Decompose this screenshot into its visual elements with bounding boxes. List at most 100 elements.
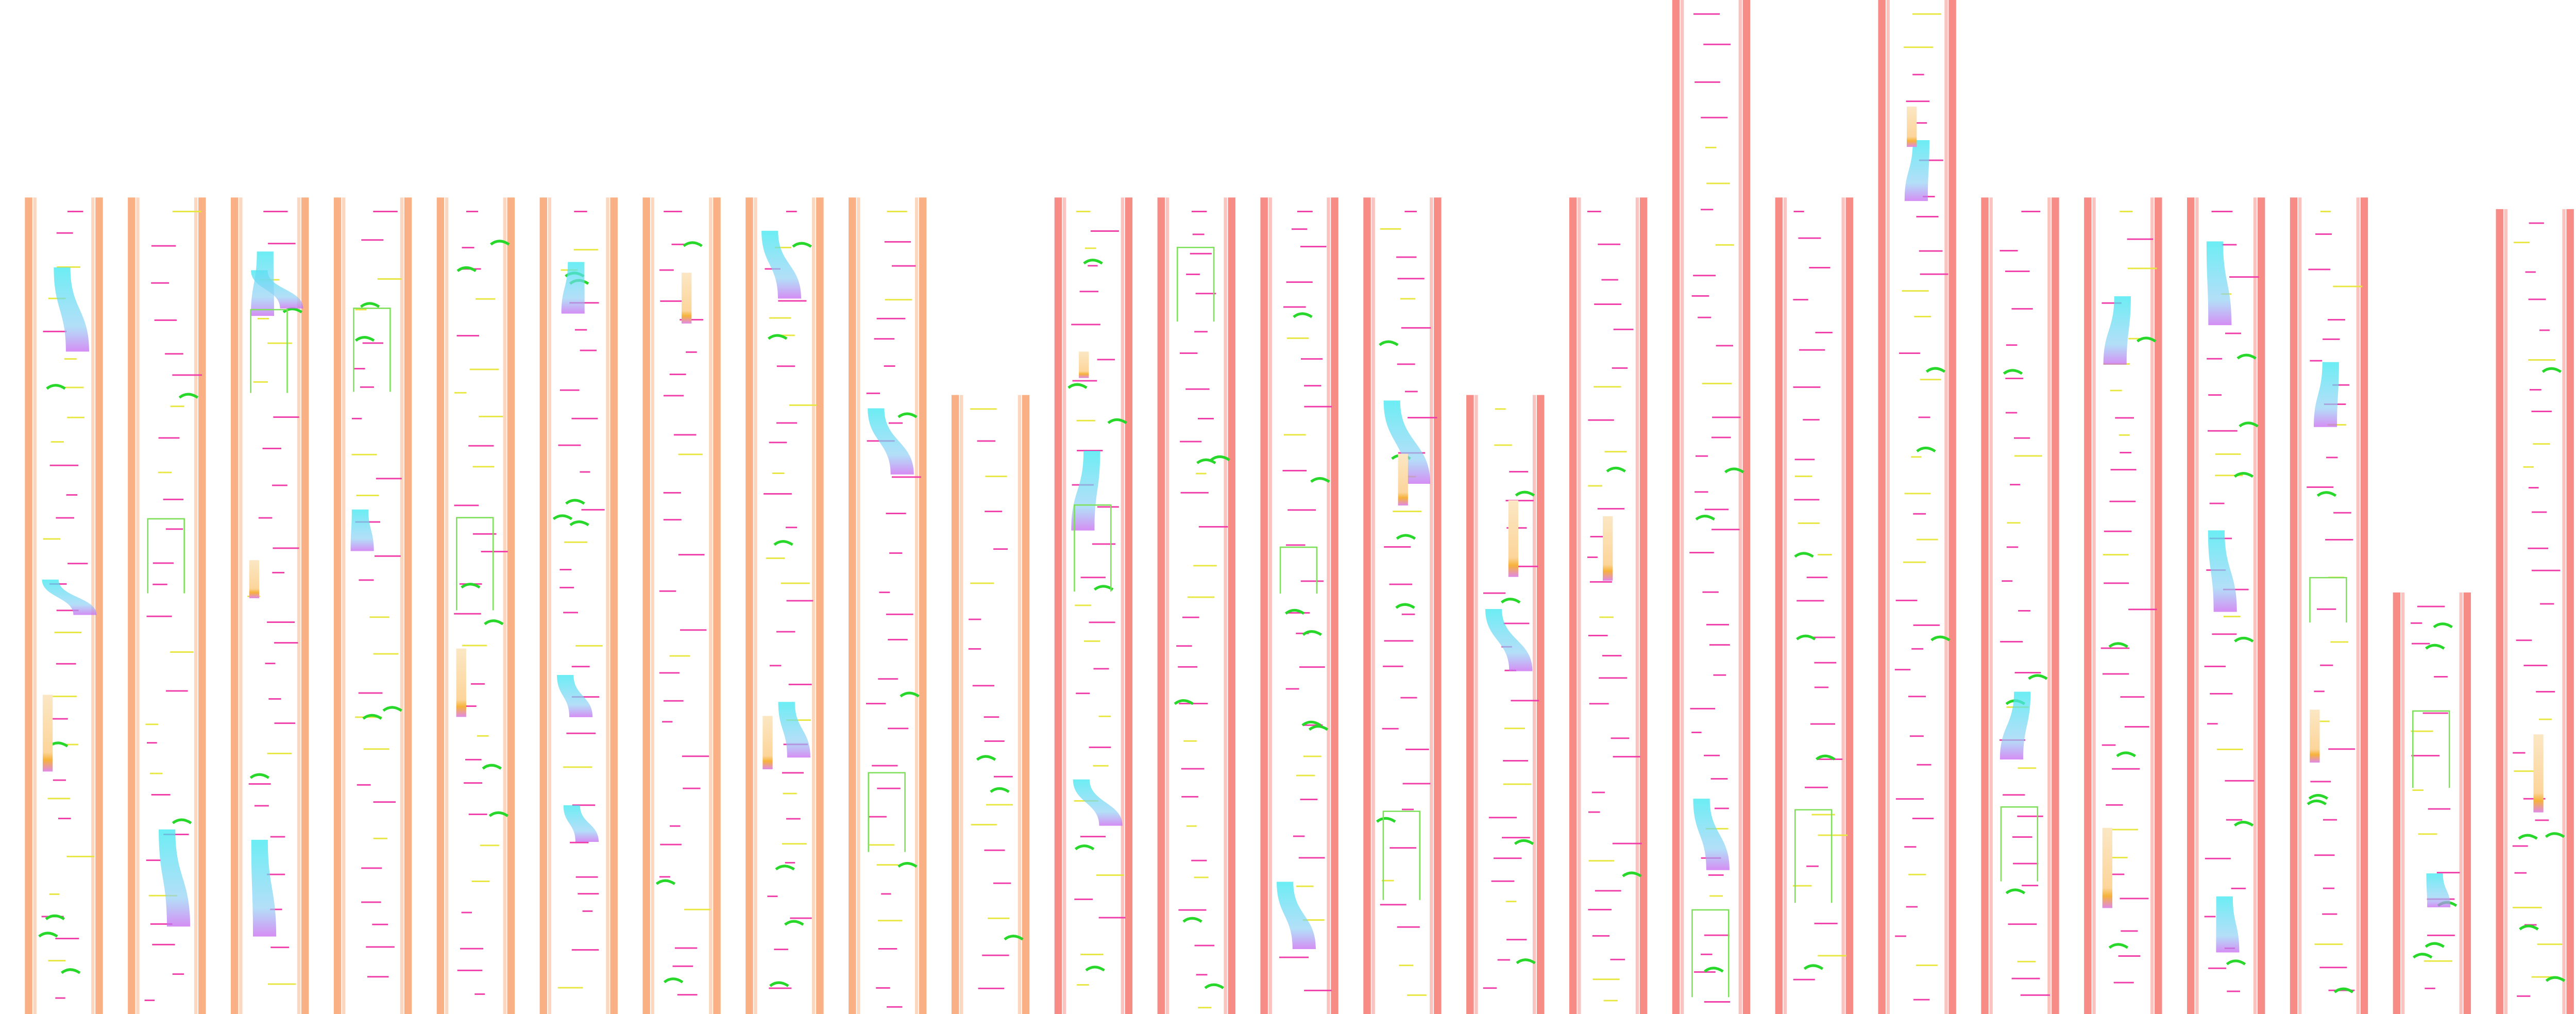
label-dash (1497, 959, 1510, 961)
column-background (436, 197, 515, 1014)
arc-feature (489, 240, 510, 246)
label-dash (1710, 778, 1728, 780)
label-dash (1296, 885, 1314, 887)
column-edge (1466, 395, 1474, 1014)
label-dash (1597, 508, 1624, 510)
label-dash (272, 571, 285, 573)
label-dash (1589, 703, 1609, 705)
column-edge (816, 197, 824, 1014)
label-dash (674, 947, 698, 949)
label-dash (469, 368, 499, 370)
label-dash (1613, 756, 1640, 758)
arc-feature (2136, 336, 2157, 343)
label-dash (147, 742, 157, 744)
label-dash (373, 801, 396, 803)
label-dash (876, 317, 906, 319)
label-dash (1806, 577, 1828, 579)
arc-feature (2433, 622, 2453, 629)
column-edge (2463, 592, 2471, 1014)
column-background (1466, 395, 1545, 1014)
label-dash (1700, 953, 1713, 955)
label-dash (2231, 887, 2246, 889)
arc-feature (360, 302, 380, 308)
label-dash (270, 836, 285, 838)
track-column (2187, 197, 2265, 1014)
label-dash (1916, 964, 1938, 966)
label-dash (2225, 780, 2255, 782)
ribbon (1071, 451, 1100, 531)
column-edge (25, 197, 32, 1014)
arc-feature (249, 773, 270, 779)
label-dash (2120, 696, 2145, 698)
track-column (1569, 197, 1648, 1014)
label-dash (2205, 857, 2231, 859)
label-dash (2018, 610, 2030, 612)
label-dash (971, 824, 997, 826)
label-dash (58, 818, 71, 820)
label-dash (879, 592, 890, 594)
label-dash (2204, 916, 2216, 918)
label-dash (254, 805, 269, 807)
label-dash (570, 841, 589, 843)
label-dash (272, 484, 287, 486)
label-dash (1818, 834, 1848, 836)
label-dash (1197, 418, 1214, 419)
column-inner-edge (2459, 592, 2463, 1014)
label-dash (66, 494, 78, 496)
ribbon (2314, 362, 2339, 427)
label-dash (1393, 511, 1422, 512)
label-dash (557, 987, 583, 989)
column-inner-edge (1989, 197, 1993, 1014)
label-dash (2411, 730, 2433, 732)
column-edge (2257, 197, 2265, 1014)
label-dash (1599, 616, 1614, 618)
arc-feature (1724, 467, 1744, 474)
label-dash (1096, 874, 1124, 876)
label-dash (1088, 265, 1098, 267)
label-dash (1179, 352, 1198, 354)
label-dash (684, 908, 711, 910)
label-dash (268, 698, 281, 700)
label-dash (2010, 484, 2021, 486)
label-dash (670, 825, 681, 827)
track-column (25, 197, 103, 1014)
column-background (745, 197, 824, 1014)
label-dash (253, 381, 268, 383)
column-edge (642, 197, 650, 1014)
column-background (849, 197, 927, 1014)
label-dash (1793, 978, 1815, 981)
label-dash (377, 278, 402, 280)
label-dash (786, 818, 801, 820)
label-dash (1194, 331, 1208, 333)
column-background (951, 395, 1030, 1014)
label-dash (2529, 389, 2541, 391)
column-background (1775, 197, 1853, 1014)
label-dash (659, 876, 670, 878)
label-dash (1304, 405, 1332, 408)
arc-feature (1516, 958, 1536, 965)
label-dash (1691, 295, 1709, 297)
column-edge (230, 197, 239, 1014)
label-dash (2120, 211, 2133, 212)
column-edge (713, 197, 721, 1014)
column-edge (1022, 395, 1030, 1014)
label-dash (1792, 885, 1812, 887)
label-dash (145, 723, 158, 725)
label-dash (1604, 451, 1627, 453)
label-dash (1908, 696, 1926, 698)
label-dash (50, 441, 64, 443)
label-dash (2318, 720, 2330, 722)
label-dash (984, 716, 999, 718)
arc-feature (461, 583, 481, 589)
label-dash (1689, 552, 1714, 553)
label-dash (1286, 612, 1310, 614)
label-dash (2018, 767, 2037, 769)
label-dash (2007, 522, 2021, 524)
label-dash (1186, 825, 1197, 827)
label-dash (1793, 299, 1808, 301)
column-inner-edge (709, 197, 713, 1014)
label-dash (1715, 807, 1729, 809)
label-dash (472, 533, 497, 535)
ribbon (350, 509, 374, 551)
label-dash (1396, 256, 1417, 258)
